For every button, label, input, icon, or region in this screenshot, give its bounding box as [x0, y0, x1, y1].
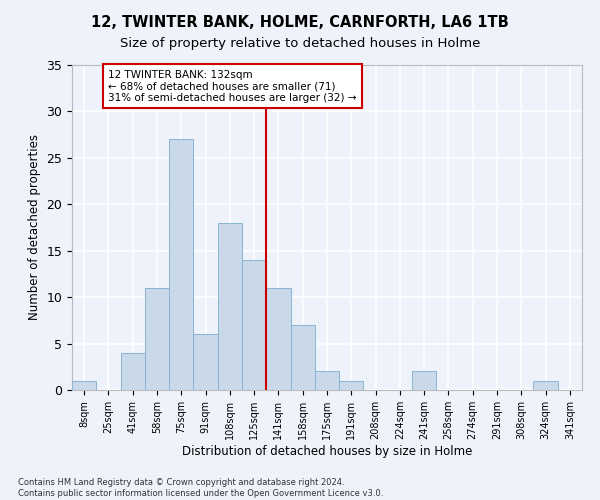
- Bar: [121, 353, 145, 390]
- Bar: [533, 380, 558, 390]
- Bar: [242, 260, 266, 390]
- Text: Contains HM Land Registry data © Crown copyright and database right 2024.
Contai: Contains HM Land Registry data © Crown c…: [18, 478, 383, 498]
- Bar: [145, 288, 169, 390]
- Bar: [339, 380, 364, 390]
- Bar: [290, 325, 315, 390]
- Bar: [193, 334, 218, 390]
- Text: Size of property relative to detached houses in Holme: Size of property relative to detached ho…: [120, 38, 480, 51]
- Bar: [72, 380, 96, 390]
- Bar: [169, 140, 193, 390]
- Text: 12 TWINTER BANK: 132sqm
← 68% of detached houses are smaller (71)
31% of semi-de: 12 TWINTER BANK: 132sqm ← 68% of detache…: [109, 70, 357, 103]
- Text: 12, TWINTER BANK, HOLME, CARNFORTH, LA6 1TB: 12, TWINTER BANK, HOLME, CARNFORTH, LA6 …: [91, 15, 509, 30]
- Bar: [266, 288, 290, 390]
- Bar: [315, 372, 339, 390]
- X-axis label: Distribution of detached houses by size in Holme: Distribution of detached houses by size …: [182, 444, 472, 458]
- Bar: [218, 223, 242, 390]
- Y-axis label: Number of detached properties: Number of detached properties: [28, 134, 41, 320]
- Bar: [412, 372, 436, 390]
